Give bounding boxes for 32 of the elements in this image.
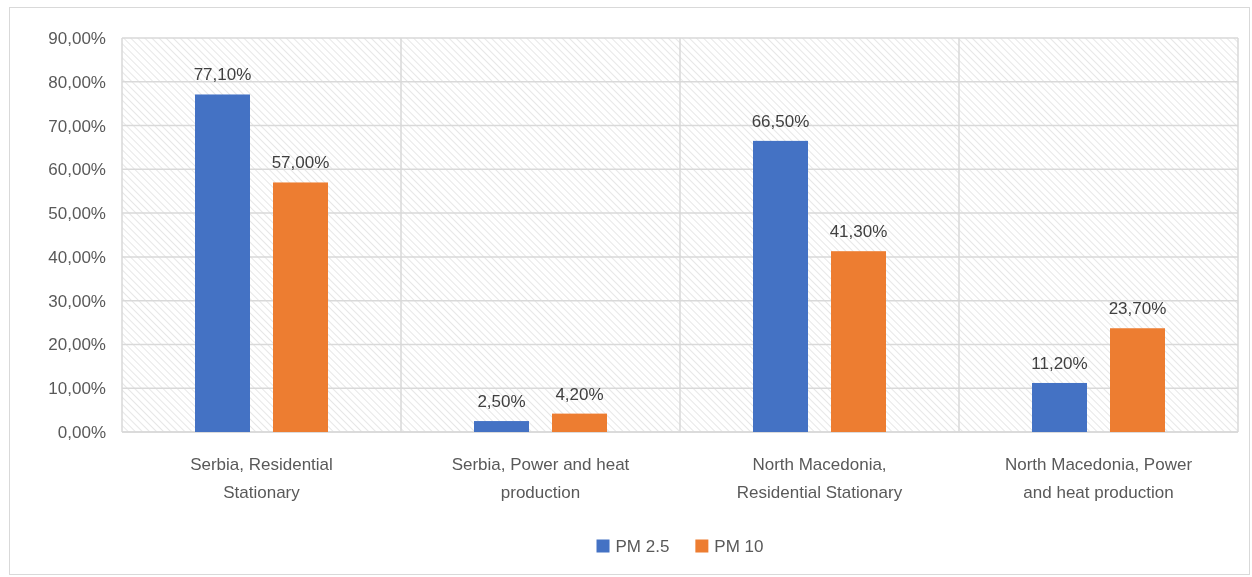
- y-tick-label: 0,00%: [57, 422, 106, 442]
- data-label: 4,20%: [555, 384, 604, 404]
- bar: [1110, 328, 1165, 432]
- legend-label: PM 10: [714, 536, 764, 556]
- y-tick-label: 80,00%: [48, 72, 106, 92]
- data-label: 66,50%: [751, 111, 810, 131]
- x-tick-label: Serbia, Power and heat production: [451, 455, 630, 502]
- y-tick-label: 50,00%: [48, 204, 106, 224]
- bar: [831, 251, 886, 432]
- bar: [474, 421, 529, 432]
- y-tick-label: 70,00%: [48, 116, 106, 136]
- bar: [195, 94, 250, 432]
- bar: [552, 413, 607, 432]
- data-label: 77,10%: [193, 65, 252, 85]
- data-label: 57,00%: [271, 153, 330, 173]
- bar: [753, 140, 808, 432]
- y-tick-label: 10,00%: [48, 379, 106, 399]
- y-tick-label: 20,00%: [48, 335, 106, 355]
- data-label: 11,20%: [1031, 353, 1088, 373]
- x-tick-label: North Macedonia, Power and heat production: [1004, 455, 1193, 502]
- data-label: 23,70%: [1108, 299, 1167, 319]
- bar: [1032, 382, 1087, 432]
- data-label: 2,50%: [477, 392, 526, 412]
- y-tick-label: 90,00%: [48, 28, 106, 48]
- x-tick-label: Serbia, Residential Stationary: [190, 455, 333, 502]
- x-tick-label: North Macedonia, Residential Stationary: [736, 455, 903, 502]
- y-tick-label: 40,00%: [48, 247, 106, 267]
- y-tick-label: 60,00%: [48, 160, 106, 180]
- data-label: 41,30%: [829, 222, 888, 242]
- y-tick-label: 30,00%: [48, 291, 106, 311]
- legend-label: PM 2.5: [615, 536, 670, 556]
- bar: [273, 182, 328, 432]
